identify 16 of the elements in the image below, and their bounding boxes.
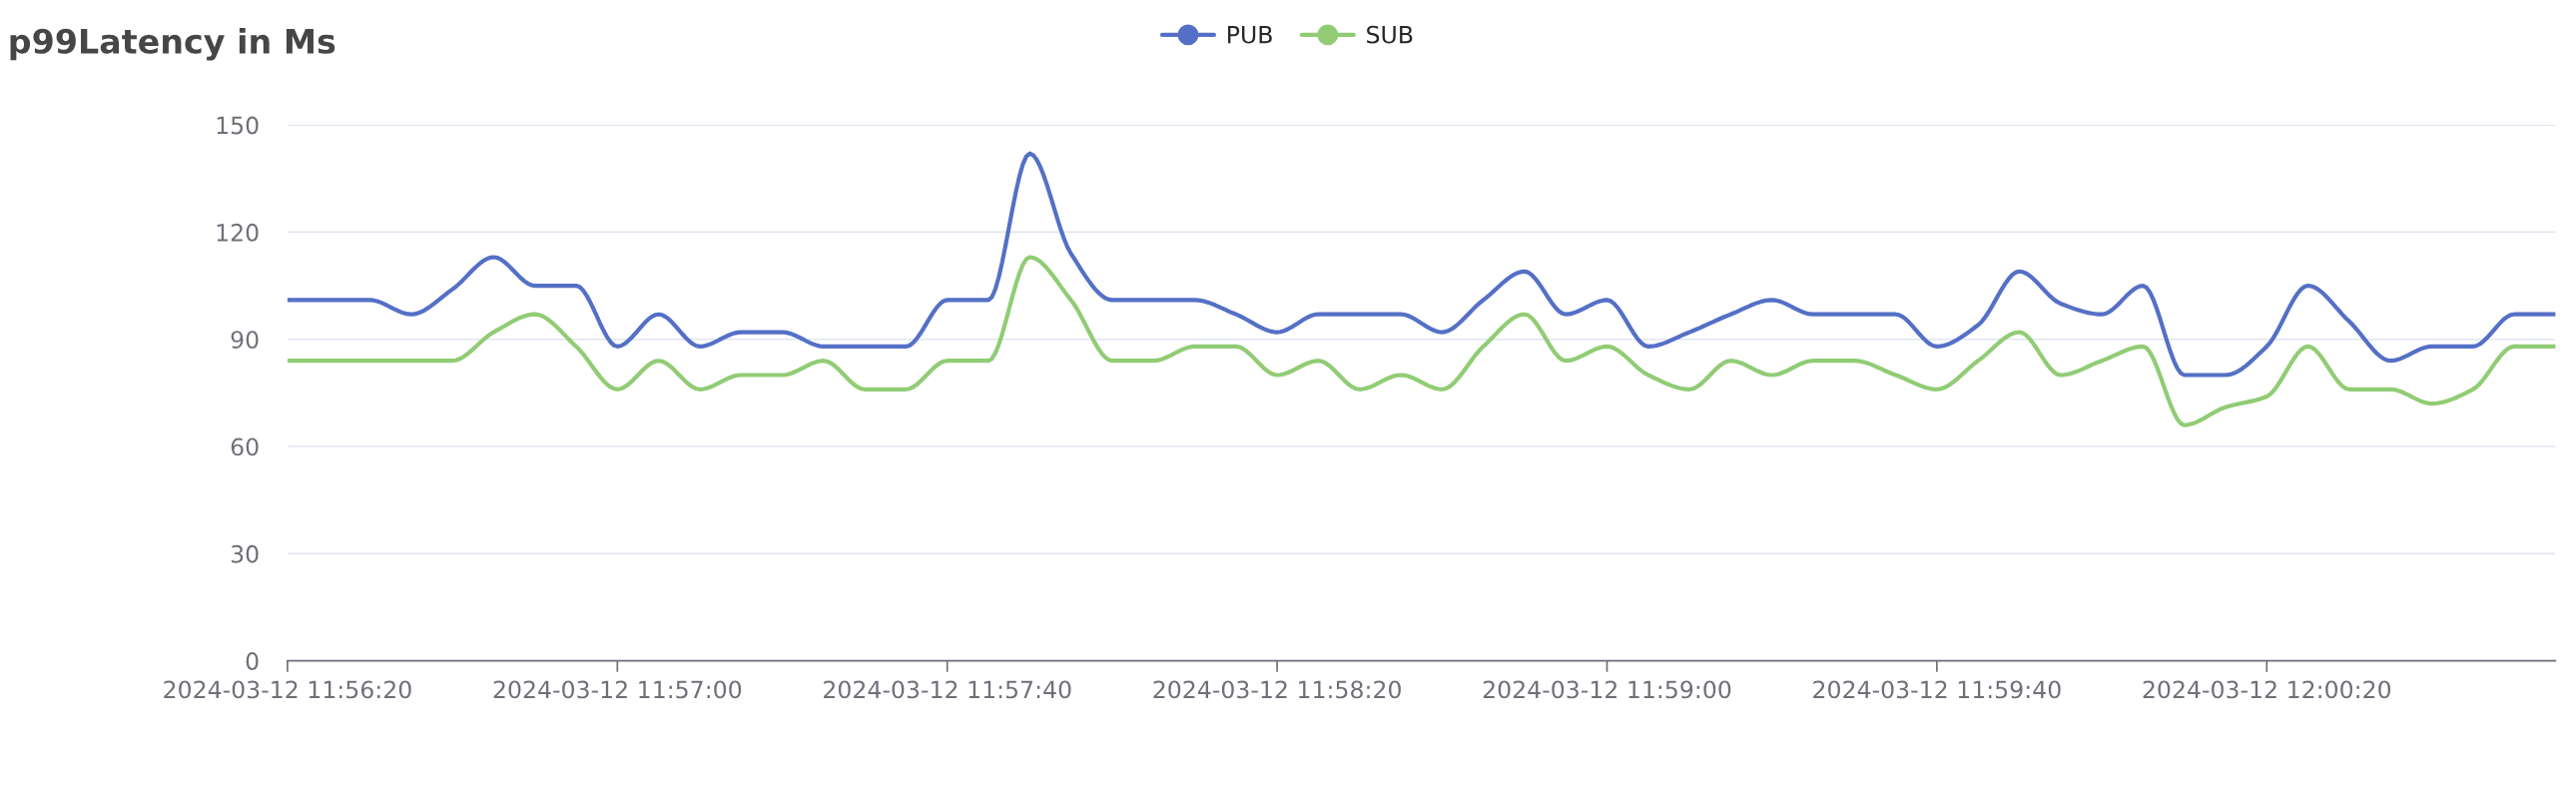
- legend-label: PUB: [1228, 25, 1272, 44]
- x-tick-label: 2024-03-12 11:57:00: [493, 680, 742, 699]
- legend-label: SUB: [1367, 25, 1413, 44]
- y-tick-label: 30: [231, 544, 259, 563]
- y-tick-label: 60: [231, 437, 259, 456]
- x-tick-label: 2024-03-12 12:00:20: [2143, 680, 2391, 699]
- x-tick-label: 2024-03-12 11:59:40: [1813, 680, 2061, 699]
- y-tick-label: 90: [231, 331, 259, 350]
- x-tick-label: 2024-03-12 11:59:00: [1483, 680, 1731, 699]
- x-tick-label: 2024-03-12 11:58:20: [1153, 680, 1401, 699]
- x-tick-label: 2024-03-12 11:57:40: [824, 680, 1071, 699]
- y-tick-label: 120: [217, 223, 259, 242]
- x-tick-label: 2024-03-12 11:56:20: [164, 680, 411, 699]
- y-tick-label: 0: [246, 652, 259, 670]
- chart-title: p99Latency in Ms: [10, 28, 335, 61]
- y-tick-label: 150: [217, 116, 259, 135]
